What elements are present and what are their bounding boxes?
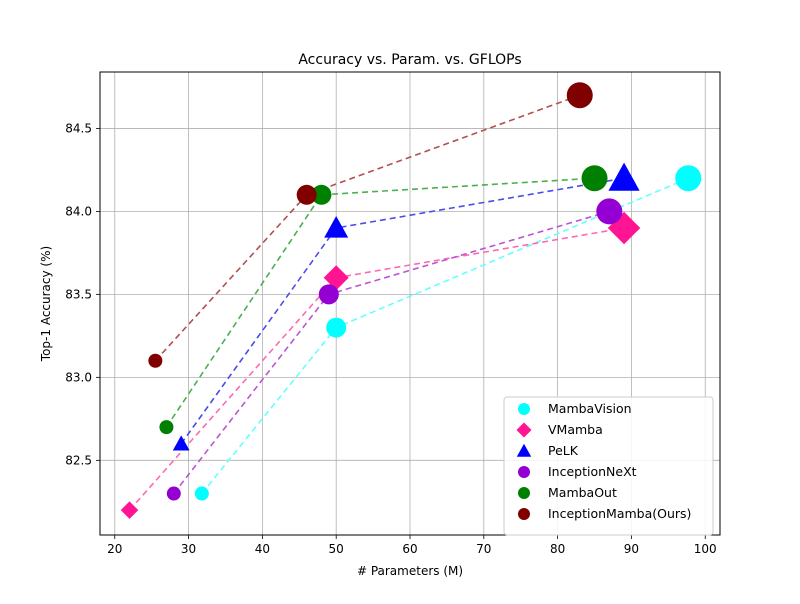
legend-marker — [516, 443, 532, 457]
data-point-mambavision — [675, 165, 702, 192]
x-tick-label: 50 — [329, 542, 344, 556]
data-point-vmamba — [323, 265, 349, 291]
data-point-vmamba — [120, 501, 139, 519]
series-line-mambaout — [165, 177, 595, 428]
x-tick-label: 60 — [402, 542, 417, 556]
y-axis-label: Top-1 Accuracy (%) — [39, 246, 53, 362]
data-point-mambaout — [159, 420, 174, 435]
x-tick-label: 100 — [694, 542, 717, 556]
data-point-mambavision — [326, 317, 347, 338]
legend-marker — [516, 422, 532, 438]
legend-marker — [518, 508, 530, 520]
data-point-inceptionmamba-ours — [148, 353, 163, 368]
x-tick-label: 30 — [181, 542, 196, 556]
legend-box — [503, 396, 714, 536]
chart-title: Accuracy vs. Param. vs. GFLOPs — [298, 52, 521, 68]
legend-marker — [518, 487, 530, 499]
data-point-inceptionnext — [596, 198, 623, 225]
y-tick-label: 84.0 — [65, 204, 92, 218]
x-tick-label: 20 — [107, 542, 122, 556]
x-tick-label: 40 — [255, 542, 270, 556]
y-tick-label: 84.5 — [65, 121, 92, 135]
data-point-pelk — [172, 435, 190, 451]
axis-ticks: 20 30 40 50 60 70 80 90 100 82.5 83.0 83.5 84.0 84.5 — [65, 121, 716, 556]
legend: MambaVision VMamba PeLK InceptionNeXt MambaO… — [503, 396, 714, 536]
legend-label: MambaOut — [548, 485, 617, 500]
series-line-inceptionmamba-ours — [154, 94, 581, 362]
data-point-mambavision — [194, 486, 209, 501]
data-point-mambaout — [311, 184, 332, 205]
data-point-inceptionnext — [166, 486, 181, 501]
legend-label: InceptionNeXt — [548, 464, 637, 479]
x-axis-label: # Parameters (M) — [357, 564, 463, 578]
legend-label: InceptionMamba(Ours) — [548, 506, 691, 521]
y-tick-label: 83.0 — [65, 370, 92, 384]
x-tick-label: 70 — [476, 542, 491, 556]
x-tick-label: 90 — [624, 542, 639, 556]
legend-marker — [518, 403, 530, 415]
legend-marker — [518, 466, 530, 478]
y-tick-label: 83.5 — [65, 287, 92, 301]
data-point-pelk — [324, 215, 349, 238]
legend-label: VMamba — [548, 422, 603, 437]
x-tick-label: 80 — [550, 542, 565, 556]
data-point-inceptionnext — [318, 284, 339, 305]
legend-label: MambaVision — [548, 401, 632, 416]
data-point-mambaout — [581, 165, 608, 192]
data-point-pelk — [608, 162, 640, 191]
legend-label: PeLK — [548, 443, 579, 458]
data-point-inceptionmamba-ours — [296, 184, 317, 205]
data-point-inceptionmamba-ours — [566, 82, 593, 109]
y-tick-label: 82.5 — [65, 453, 92, 467]
data-points — [120, 82, 702, 519]
